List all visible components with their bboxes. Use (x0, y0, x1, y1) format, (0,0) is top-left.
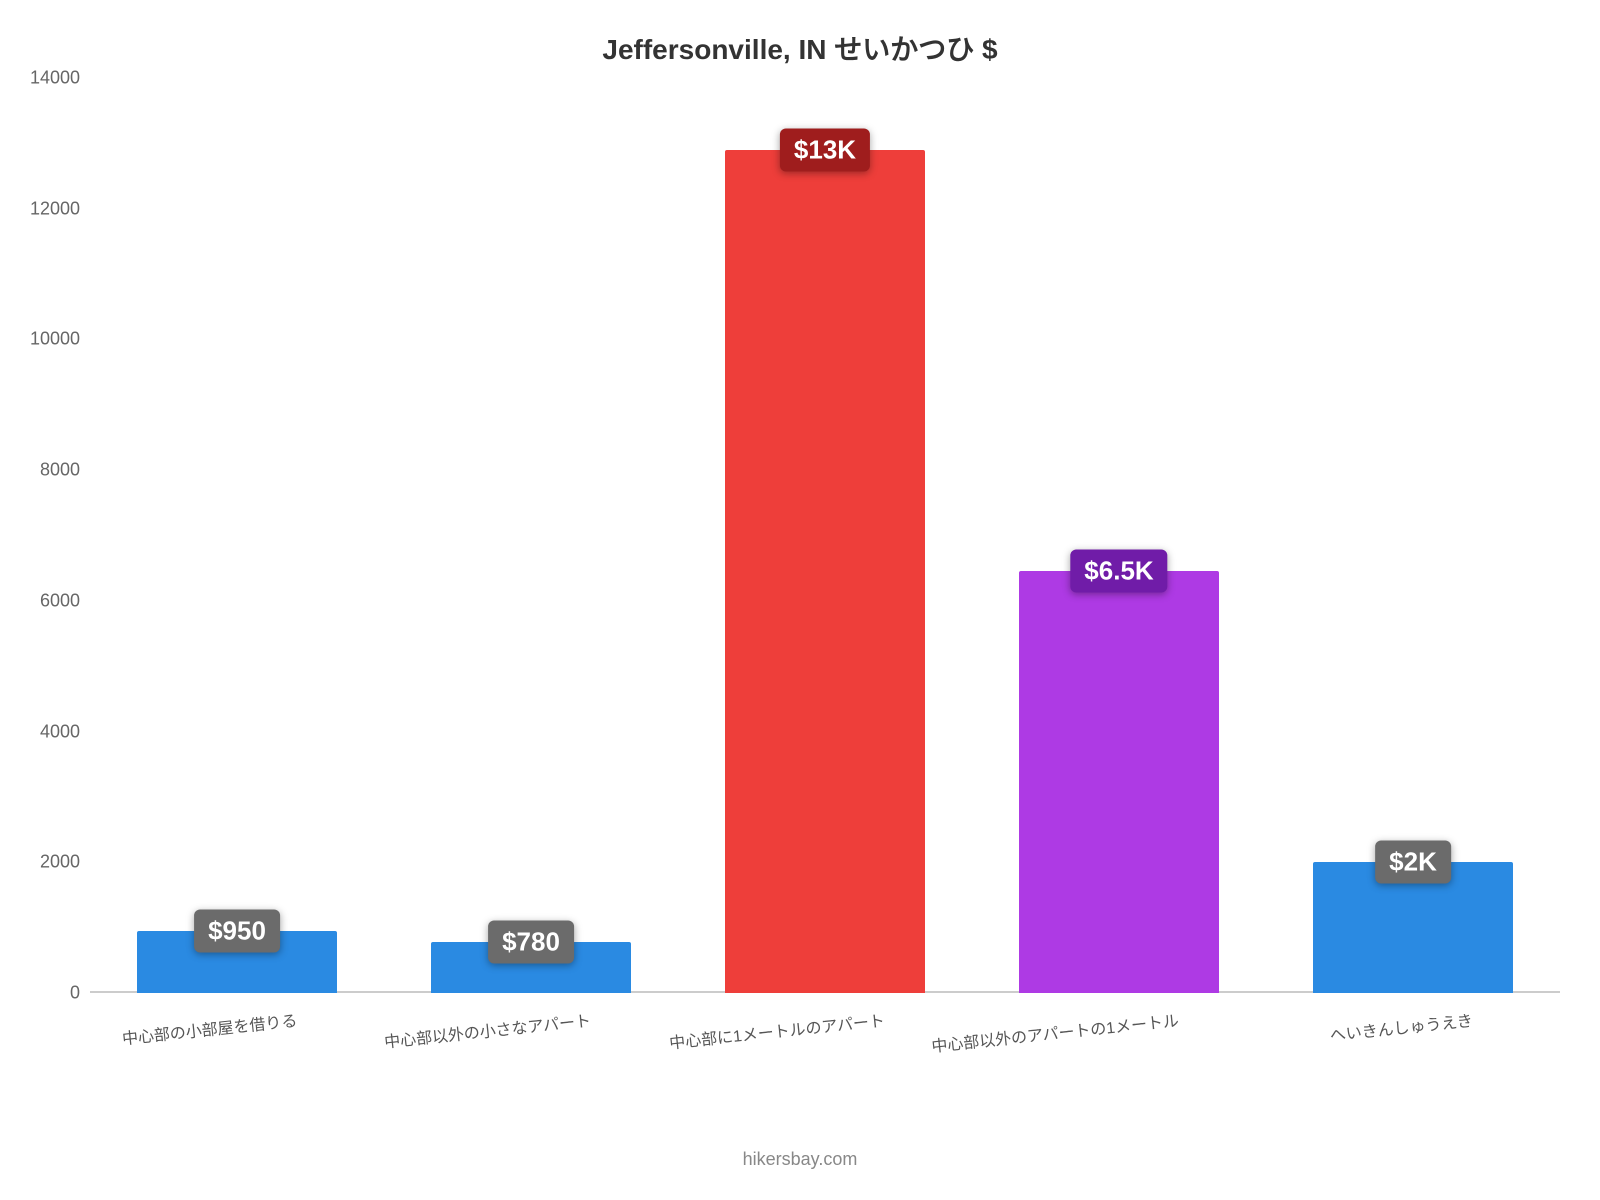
x-tick-label: へいきんしゅうえき (1329, 1007, 1474, 1046)
y-tick-label: 14000 (30, 68, 80, 89)
bar (725, 150, 925, 993)
chart-footer: hikersbay.com (0, 1149, 1600, 1170)
x-tick-label: 中心部の小部屋を借りる (121, 1007, 299, 1049)
x-tick-label: 中心部以外の小さなアパート (383, 1007, 592, 1053)
y-tick-label: 10000 (30, 329, 80, 350)
bar (1019, 571, 1219, 993)
bar-value-badge: $950 (194, 909, 280, 952)
y-tick-label: 6000 (40, 590, 80, 611)
bar-value-badge: $780 (488, 921, 574, 964)
bar-value-badge: $6.5K (1070, 550, 1167, 593)
bar-value-badge: $13K (780, 128, 870, 171)
y-tick-label: 0 (70, 983, 80, 1004)
cost-of-living-chart: Jeffersonville, IN せいかつひ $ 0200040006000… (0, 0, 1600, 1200)
x-tick-label: 中心部以外のアパートの1メートル (930, 1007, 1180, 1057)
y-tick-label: 12000 (30, 198, 80, 219)
y-tick-label: 4000 (40, 721, 80, 742)
bar-value-badge: $2K (1375, 841, 1451, 884)
y-tick-label: 8000 (40, 460, 80, 481)
x-tick-label: 中心部に1メートルのアパート (668, 1007, 886, 1054)
chart-title: Jeffersonville, IN せいかつひ $ (0, 28, 1600, 68)
plot-area: 02000400060008000100001200014000$950中心部の… (90, 78, 1560, 993)
y-tick-label: 2000 (40, 852, 80, 873)
